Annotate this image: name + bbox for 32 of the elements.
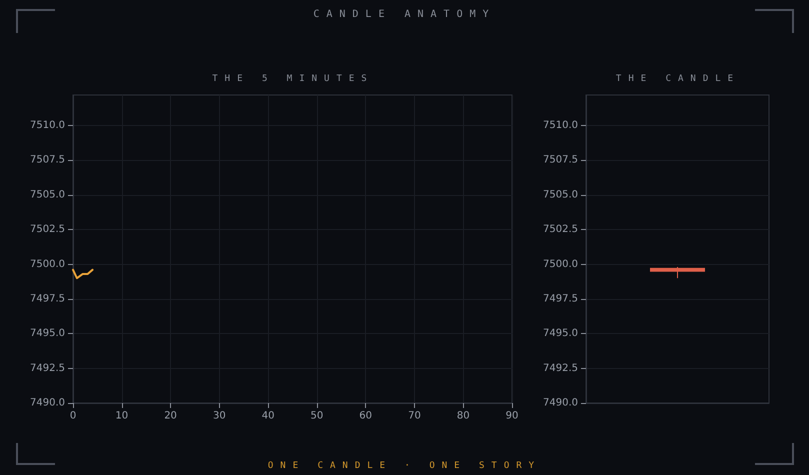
x-tick-label: 40: [262, 410, 274, 422]
chart-title: THE CANDLE: [614, 74, 742, 84]
x-tick-label: 80: [456, 410, 470, 422]
y-tick-label: 7495.0: [30, 328, 65, 340]
y-tick-label: 7497.5: [30, 293, 65, 304]
x-tick-label: 0: [70, 410, 76, 422]
text: ONE CANDLE · ONE STORY: [266, 461, 542, 471]
y-tick-label: 7490.0: [30, 398, 65, 408]
x-tick-label: 10: [115, 410, 128, 422]
y-tick-label: 7500.0: [30, 258, 65, 270]
text: CANDLE ANATOMY: [312, 9, 497, 20]
y-tick-label: 7497.5: [543, 293, 578, 304]
y-tick-label: 7492.5: [30, 362, 65, 374]
y-tick-label: 7500.0: [543, 258, 578, 270]
y-tick-label: 7502.5: [30, 224, 65, 236]
x-tick-label: 90: [506, 410, 518, 422]
x-tick-label: 60: [359, 410, 372, 422]
chart-title: THE 5 MINUTES: [211, 74, 375, 84]
x-tick-label: 20: [164, 410, 177, 422]
y-tick-label: 7510.0: [543, 120, 578, 132]
y-tick-label: 7505.0: [543, 189, 578, 200]
y-tick-label: 7510.0: [30, 120, 65, 132]
y-tick-label: 7507.5: [543, 154, 578, 166]
y-tick-label: 7492.5: [543, 362, 578, 374]
y-tick-label: 7495.0: [543, 328, 578, 340]
x-tick-label: 30: [212, 410, 226, 422]
x-tick-label: 70: [408, 410, 421, 422]
y-tick-label: 7507.5: [30, 154, 65, 166]
y-tick-label: 7490.0: [543, 398, 578, 408]
x-tick-label: 50: [310, 410, 324, 422]
y-tick-label: 7505.0: [30, 189, 65, 200]
y-tick-label: 7502.5: [543, 224, 578, 236]
